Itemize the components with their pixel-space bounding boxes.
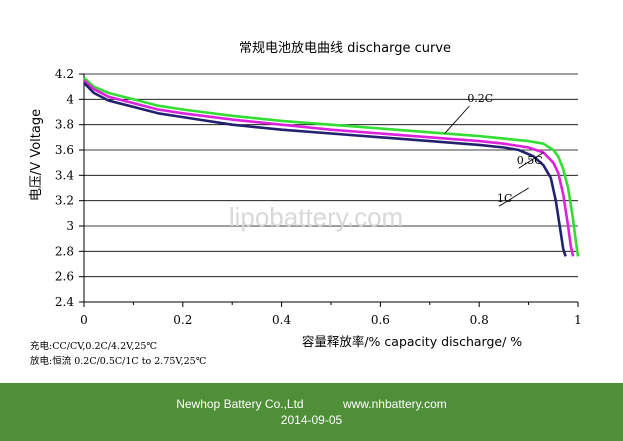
annotation-leader [444,105,470,134]
y-tick-label: 4.2 [55,67,74,81]
x-tick-label: 0.6 [371,313,390,327]
charge-conditions: 充电:CC/CV,0.2C/4.2V,25℃ [30,341,158,352]
footer-contact: Newhop Battery Co.,Ltd www.nhbattery.com [0,397,623,411]
y-tick-label: 2.8 [55,244,74,258]
y-axis-label: 电压/V Voltage [29,109,44,201]
company-name: Newhop Battery Co.,Ltd [176,397,304,411]
series-line-0-5c [83,79,575,257]
discharge-chart: 常规电池放电曲线 discharge curve 电压/V Voltage li… [29,41,582,349]
annotation-leader [518,152,544,169]
y-tick-label: 2.4 [55,295,74,309]
x-tick-label: 1 [574,313,582,327]
series-lines [83,76,580,257]
axes [79,73,579,307]
y-tick-label: 2.6 [55,270,74,284]
website-link[interactable]: www.nhbattery.com [342,397,447,411]
grid [84,73,578,278]
y-tick-label: 4 [66,92,74,106]
footer-date: 2014-09-05 [280,413,343,427]
chart-title: 常规电池放电曲线 discharge curve [239,41,451,56]
x-tick-label: 0.8 [470,313,489,327]
watermark-text: lipobattery.com [229,202,403,232]
y-tick-label: 3 [66,219,74,233]
y-tick-label: 3.8 [55,118,74,132]
annotation-label: 1C [497,192,512,205]
annotation-label: 0.5C [517,154,543,167]
footer-bar: Newhop Battery Co.,Ltd www.nhbattery.com… [0,383,623,441]
annotation-leader [498,187,529,207]
series-line-1c [83,81,567,257]
series-line-0-2c [83,76,580,257]
discharge-conditions: 放电:恒流 0.2C/0.5C/1C to 2.75V,25℃ [30,356,207,367]
x-axis-label: 容量释放率/% capacity discharge/ % [302,334,522,349]
x-tick-label: 0.2 [173,313,192,327]
x-tick-label: 0 [80,313,88,327]
x-tick-label: 0.4 [272,313,291,327]
annotation-label: 0.2C [467,92,493,105]
y-tick-label: 3.2 [55,194,74,208]
series-annotations: 0.2C 0.5C 1C [444,92,544,207]
y-tick-label: 3.6 [55,143,74,157]
tick-labels: 2.4 2.6 2.8 3 3.2 3.4 3.6 3.8 4 4.2 0 0.2 0.4 0.6 0.8 1 [55,67,582,327]
y-tick-label: 3.4 [55,168,74,182]
